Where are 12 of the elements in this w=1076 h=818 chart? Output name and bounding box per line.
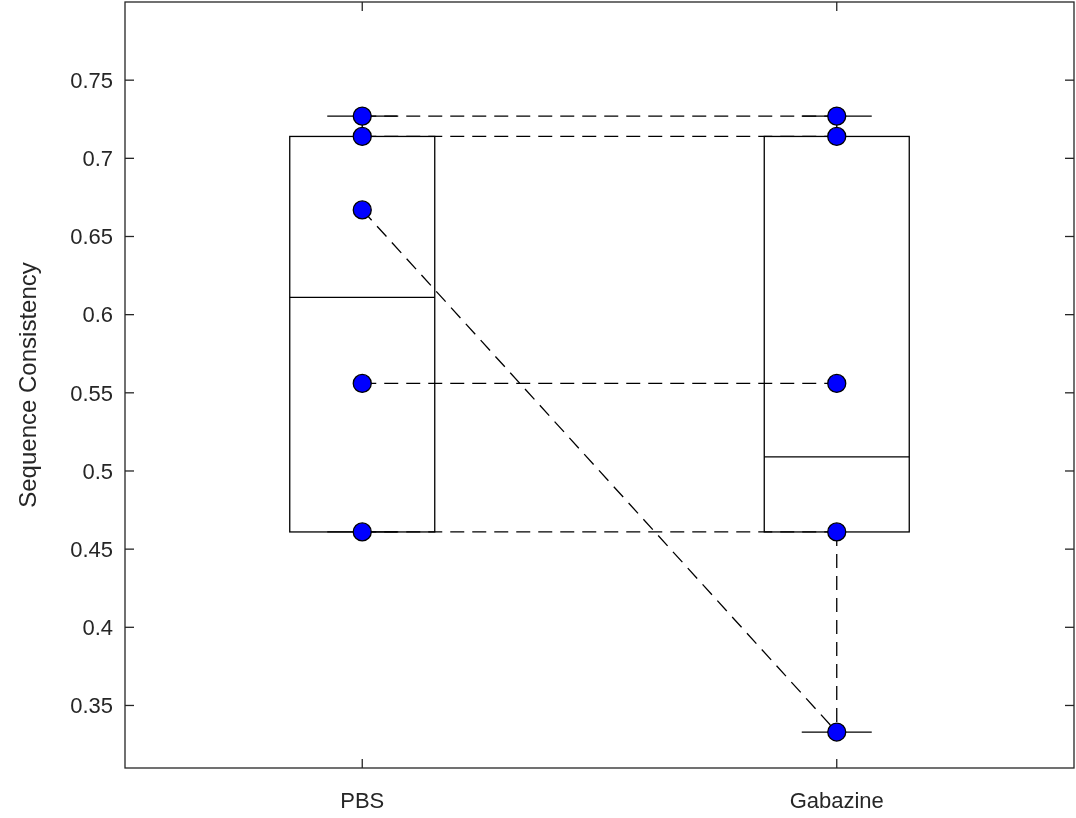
x-tick-label: PBS <box>340 788 385 813</box>
y-tick-label: 0.5 <box>82 458 113 484</box>
y-tick-label: 0.45 <box>70 536 113 562</box>
y-tick-label: 0.7 <box>82 146 113 172</box>
x-tick-label: Gabazine <box>789 788 884 813</box>
y-tick-label: 0.55 <box>70 380 113 406</box>
y-tick-label: 0.65 <box>70 224 113 250</box>
y-tick-label: 0.6 <box>82 302 113 328</box>
y-tick-label: 0.4 <box>82 615 113 641</box>
y-axis-title: Sequence Consistency <box>14 262 41 508</box>
y-tick-label: 0.35 <box>70 693 113 719</box>
y-tick-label: 0.75 <box>70 67 113 93</box>
